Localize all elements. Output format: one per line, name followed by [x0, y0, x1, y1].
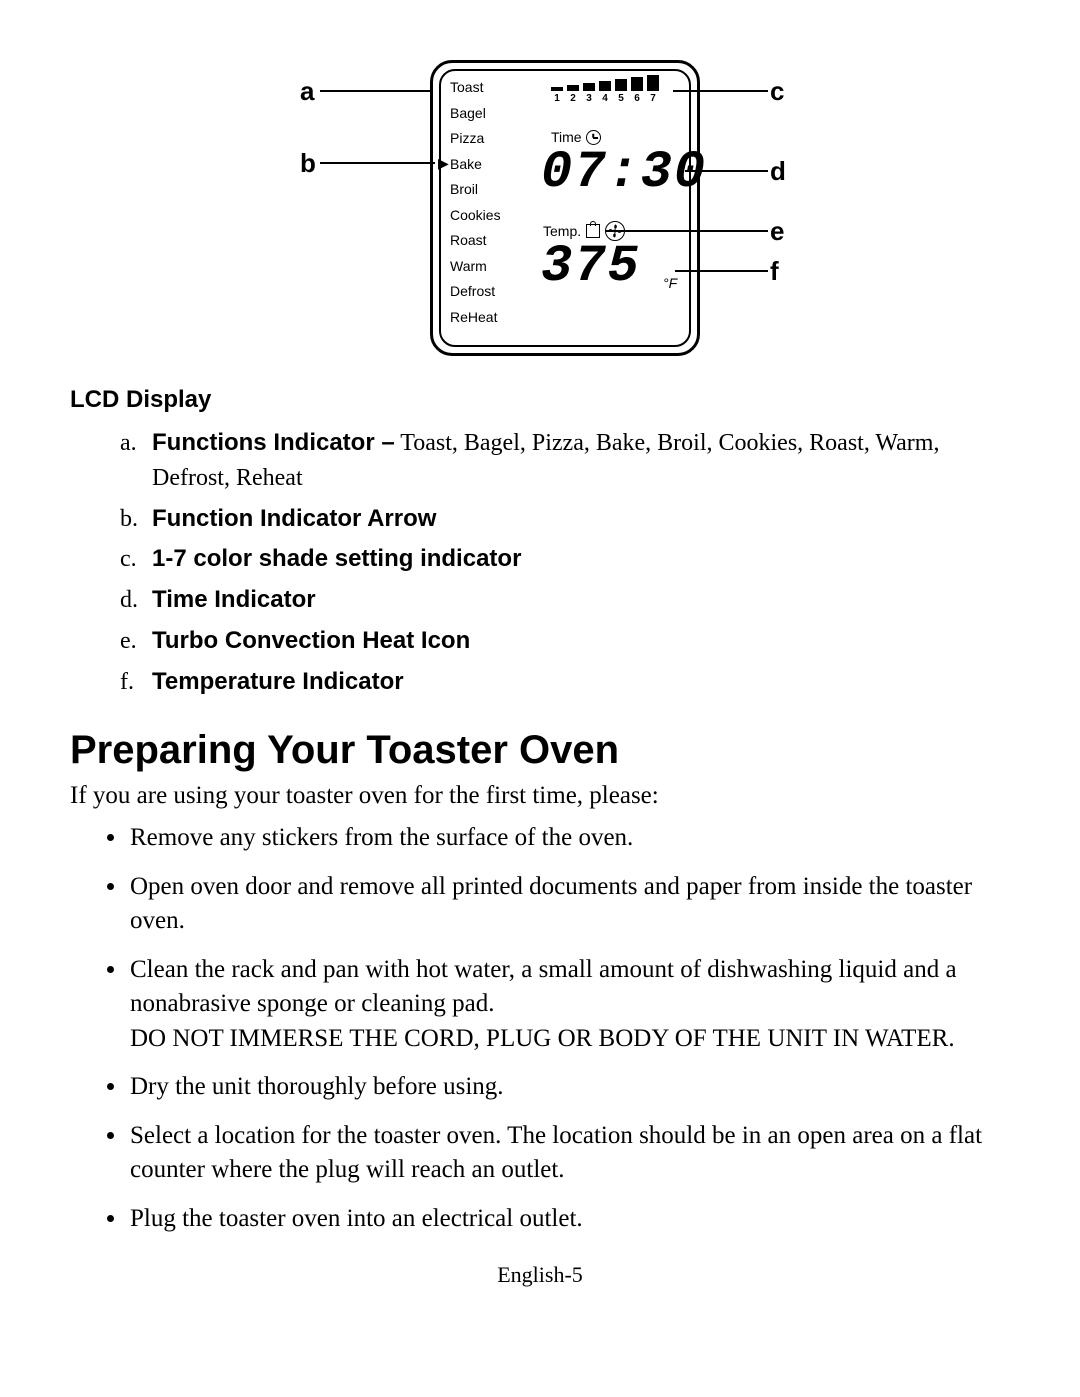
- prep-bullets: Remove any stickers from the surface of …: [70, 821, 1010, 1236]
- function-item: Bake: [450, 152, 501, 178]
- callout-d: d: [770, 158, 786, 184]
- legend-bold: Temperature Indicator: [152, 665, 404, 700]
- shade-num: 7: [647, 93, 659, 104]
- bullet-item: Open oven door and remove all printed do…: [128, 870, 1010, 939]
- legend-bold: Time Indicator: [152, 583, 316, 618]
- temp-box-icon: [586, 224, 600, 238]
- bullet-item: Clean the rack and pan with hot water, a…: [128, 953, 1010, 1057]
- callout-f: f: [770, 258, 779, 284]
- bullet-item: Dry the unit thoroughly before using.: [128, 1070, 1010, 1105]
- function-item: Broil: [450, 177, 501, 203]
- legend-bold: 1-7 color shade setting indicator: [152, 542, 521, 577]
- lcd-diagram: a b c d e f Toast Bagel Pizza Bake: [70, 60, 1010, 360]
- lcd-legend-list: a. Functions Indicator – Toast, Bagel, P…: [70, 426, 1010, 700]
- time-value: 07:30: [541, 147, 707, 199]
- function-item: Cookies: [450, 203, 501, 229]
- shade-num: 2: [567, 93, 579, 104]
- temp-unit: °F: [663, 275, 677, 291]
- bullet-item: Select a location for the toaster oven. …: [128, 1119, 1010, 1188]
- shade-num: 1: [551, 93, 563, 104]
- callout-c: c: [770, 78, 784, 104]
- bullet-text: Clean the rack and pan with hot water, a…: [130, 956, 957, 1018]
- callout-b: b: [300, 150, 316, 176]
- function-arrow-icon: ▶: [438, 155, 449, 172]
- shade-num: 3: [583, 93, 595, 104]
- legend-item: c.1-7 color shade setting indicator: [120, 542, 1010, 577]
- temp-value: 375: [541, 241, 641, 293]
- bullet-item: Plug the toaster oven into an electrical…: [128, 1202, 1010, 1237]
- callout-e: e: [770, 218, 784, 244]
- legend-item: e.Turbo Convection Heat Icon: [120, 624, 1010, 659]
- function-item: Warm: [450, 254, 501, 280]
- function-item: Roast: [450, 228, 501, 254]
- function-list: Toast Bagel Pizza Bake Broil Cookies Roa…: [450, 75, 501, 330]
- legend-bold: Turbo Convection Heat Icon: [152, 624, 470, 659]
- function-item: Pizza: [450, 126, 501, 152]
- page-number: English-5: [70, 1262, 1010, 1288]
- legend-bold: Function Indicator Arrow: [152, 502, 436, 537]
- function-item: Bagel: [450, 101, 501, 127]
- legend-item: a. Functions Indicator – Toast, Bagel, P…: [120, 426, 1010, 496]
- shade-num: 4: [599, 93, 611, 104]
- shade-num: 6: [631, 93, 643, 104]
- function-item: Defrost: [450, 279, 501, 305]
- function-item: Toast: [450, 75, 501, 101]
- lcd-device: Toast Bagel Pizza Bake Broil Cookies Roa…: [430, 60, 700, 356]
- shade-num: 5: [615, 93, 627, 104]
- legend-item: f.Temperature Indicator: [120, 665, 1010, 700]
- legend-item: d.Time Indicator: [120, 583, 1010, 618]
- lcd-section-title: LCD Display: [70, 386, 1010, 414]
- callout-line: [320, 90, 430, 92]
- prep-heading: Preparing Your Toaster Oven: [70, 728, 1010, 773]
- legend-item: b.Function Indicator Arrow: [120, 502, 1010, 537]
- callout-line: [320, 162, 435, 164]
- function-item: ReHeat: [450, 305, 501, 331]
- legend-bold: Functions Indicator –: [152, 429, 395, 456]
- prep-intro: If you are using your toaster oven for t…: [70, 779, 1010, 814]
- shade-indicator: 1 2 3 4 5 6 7: [551, 75, 681, 104]
- bullet-item: Remove any stickers from the surface of …: [128, 821, 1010, 856]
- callout-a: a: [300, 78, 314, 104]
- bullet-text-warning: DO NOT IMMERSE THE CORD, PLUG OR BODY OF…: [130, 1025, 955, 1052]
